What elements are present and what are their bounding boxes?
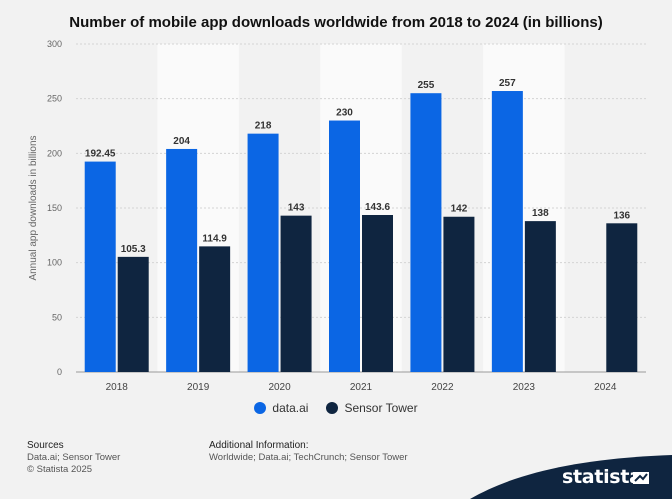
bar-sensor-tower-2018[interactable] (117, 256, 149, 372)
statista-logo-text[interactable]: statista (562, 466, 642, 488)
y-tick-label: 0 (57, 367, 62, 377)
data-label: 143.6 (365, 202, 390, 213)
data-label: 218 (255, 121, 272, 132)
y-tick-label: 300 (47, 39, 62, 49)
legend-swatch-sensor-tower (326, 402, 339, 414)
data-label: 138 (532, 208, 549, 219)
y-tick-label: 50 (52, 312, 62, 322)
legend-item-data-ai[interactable]: data.ai (254, 401, 308, 415)
sources-text[interactable]: Data.ai; Sensor Tower (27, 452, 121, 463)
data-label: 105.3 (121, 244, 146, 255)
copyright: © Statista 2025 (27, 464, 93, 475)
additional-info-text: Worldwide; Data.ai; TechCrunch; Sensor T… (209, 452, 408, 463)
bar-sensor-tower-2023[interactable] (524, 221, 556, 372)
bar-sensor-tower-2021[interactable] (362, 214, 393, 372)
statista-logo-icon (633, 472, 649, 484)
bar-sensor-tower-2019[interactable] (199, 246, 231, 372)
x-tick-label: 2023 (513, 382, 536, 393)
bar-sensor-tower-2020[interactable] (280, 215, 312, 372)
bar-data-ai-2022[interactable] (410, 93, 442, 372)
bar-data-ai-2021[interactable] (329, 120, 360, 373)
bar-data-ai-2019[interactable] (166, 148, 198, 372)
data-label: 143 (288, 203, 305, 214)
data-label: 257 (499, 78, 516, 89)
y-axis-label: Annual app downloads in billions (28, 135, 39, 280)
legend-swatch-data-ai (254, 402, 267, 414)
legend: data.ai Sensor Tower (0, 401, 672, 415)
data-label: 255 (418, 80, 435, 91)
y-tick-label: 200 (47, 148, 62, 158)
x-tick-label: 2020 (268, 382, 291, 393)
additional-info-heading: Additional Information: (209, 440, 309, 451)
sources-heading: Sources (27, 440, 64, 451)
x-tick-label: 2019 (187, 382, 210, 393)
bar-data-ai-2020[interactable] (247, 133, 279, 372)
legend-label-data-ai: data.ai (272, 401, 309, 415)
bar-data-ai-2023[interactable] (491, 91, 523, 372)
x-tick-label: 2018 (106, 382, 129, 393)
sources-block: Sources Data.ai; Sensor Tower © Statista… (27, 440, 120, 476)
bar-sensor-tower-2022[interactable] (443, 216, 475, 372)
bar-sensor-tower-2024[interactable] (606, 223, 638, 372)
data-label: 142 (451, 204, 468, 215)
data-label: 114.9 (202, 233, 227, 244)
legend-item-sensor-tower[interactable]: Sensor Tower (326, 401, 418, 415)
chart-title: Number of mobile app downloads worldwide… (69, 14, 603, 31)
bar-data-ai-2018[interactable] (84, 161, 116, 372)
y-tick-label: 250 (47, 94, 62, 104)
data-label: 204 (173, 136, 190, 147)
legend-label-sensor-tower: Sensor Tower (344, 401, 418, 415)
x-tick-label: 2022 (431, 382, 454, 393)
x-tick-label: 2021 (350, 382, 373, 393)
additional-info-block: Additional Information: Worldwide; Data.… (209, 440, 408, 464)
y-tick-label: 150 (47, 203, 62, 213)
data-label: 192.45 (85, 149, 116, 160)
y-tick-label: 100 (47, 258, 62, 268)
x-tick-label: 2024 (594, 382, 617, 393)
data-label: 230 (336, 108, 353, 119)
data-label: 136 (613, 210, 630, 221)
